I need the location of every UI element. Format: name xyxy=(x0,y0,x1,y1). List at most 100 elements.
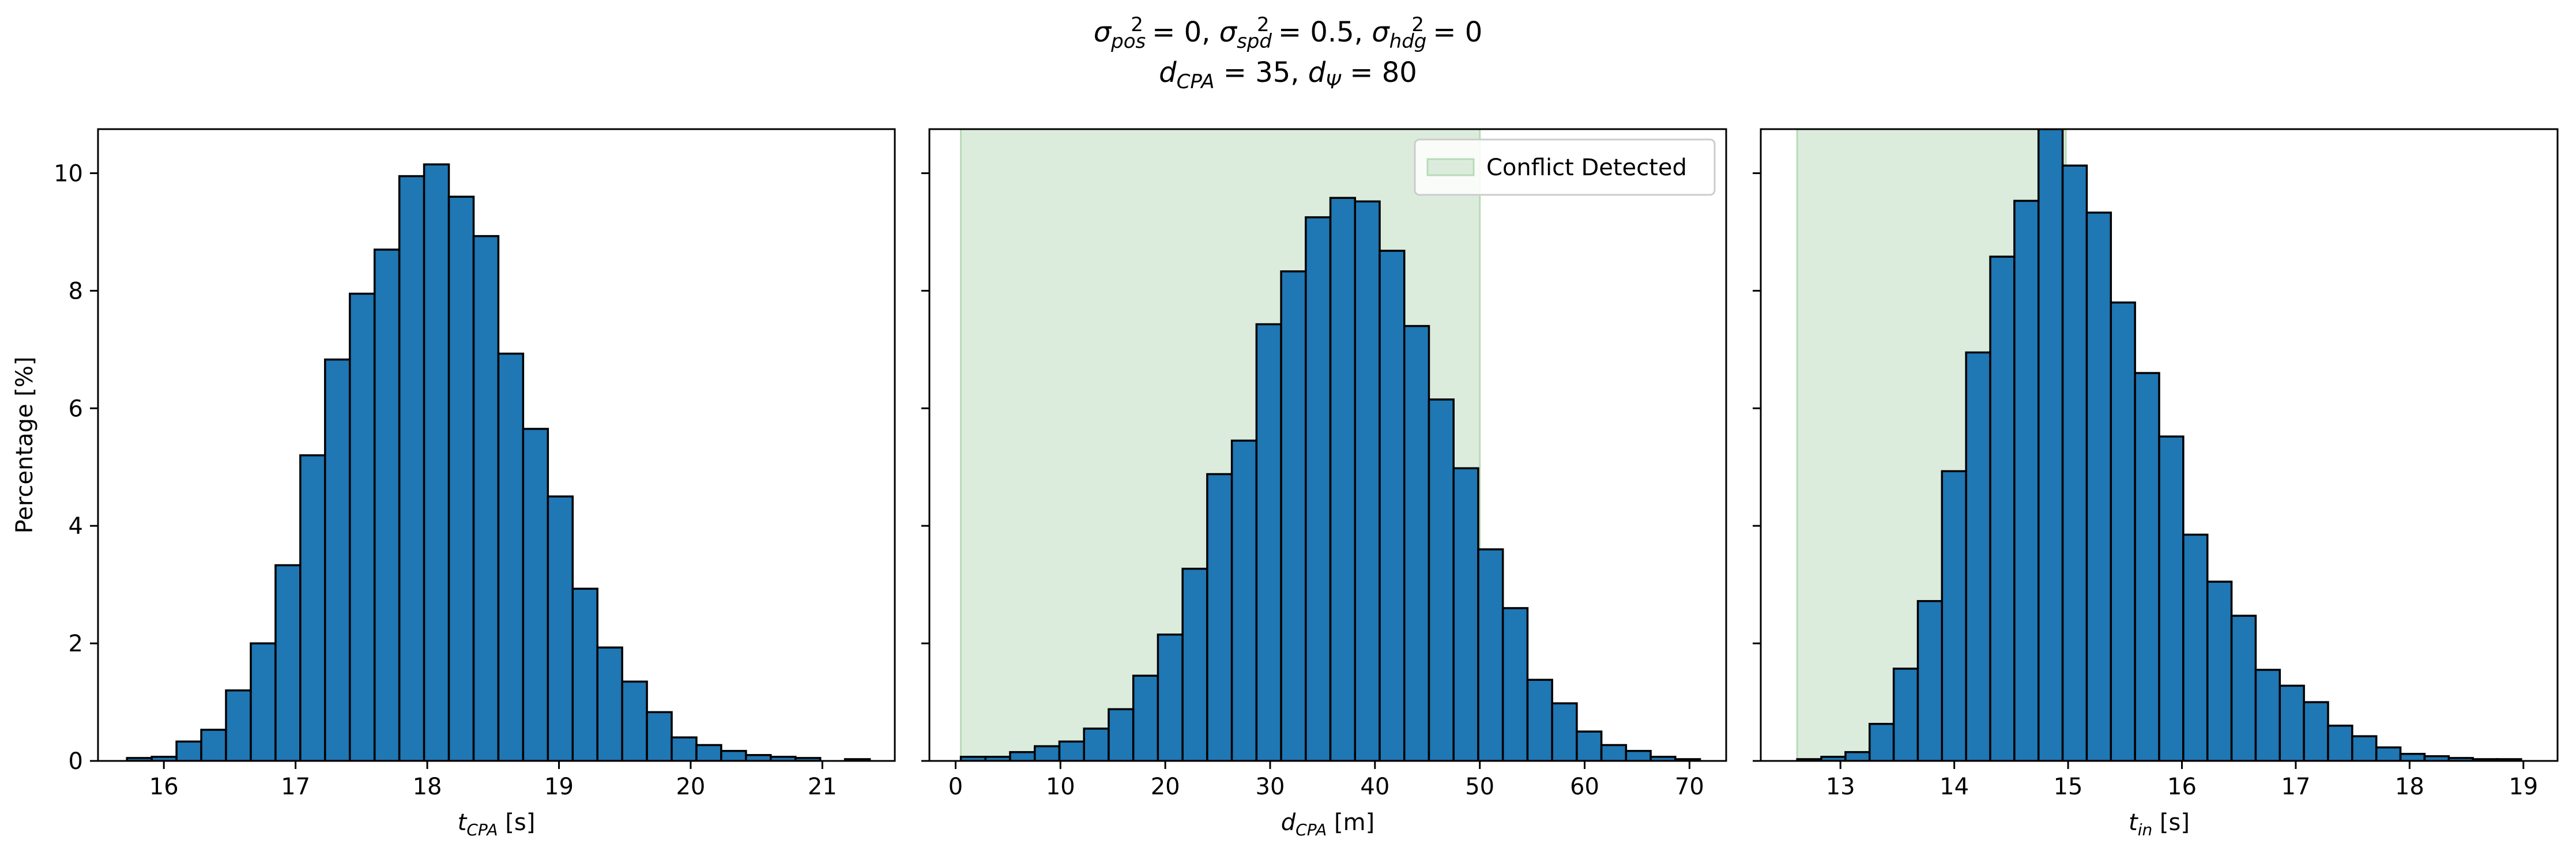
y-tick-label: 4 xyxy=(69,513,83,540)
histogram-bar xyxy=(2013,199,2040,761)
histogram-bar xyxy=(1181,567,1208,761)
histogram-bar xyxy=(1206,473,1233,761)
histogram-bar xyxy=(1058,740,1085,761)
histogram-bar xyxy=(373,248,401,761)
y-tick-label: 2 xyxy=(69,631,83,657)
x-tick-label: 18 xyxy=(2395,774,2424,800)
histogram-bar xyxy=(671,736,698,761)
histogram-bar xyxy=(1305,216,1332,761)
histogram-bar xyxy=(225,689,252,761)
x-axis-label: tin [s] xyxy=(2129,809,2190,839)
x-tick-label: 20 xyxy=(1151,774,1180,800)
legend-swatch xyxy=(1426,158,1475,176)
plot-area xyxy=(1796,129,2522,761)
histogram-bar xyxy=(1157,634,1184,761)
histogram-bar xyxy=(1083,727,1110,761)
y-axis-label: Percentage [%] xyxy=(12,357,38,534)
x-tick-label: 10 xyxy=(1046,774,1075,800)
histogram-bar xyxy=(1965,351,1991,761)
x-tick-label: 15 xyxy=(2054,774,2083,800)
histogram-bar xyxy=(2134,372,2160,761)
histogram-bar xyxy=(1255,323,1282,761)
histogram-bar xyxy=(1009,751,1036,761)
histogram-bar xyxy=(1428,398,1455,761)
x-tick-label: 60 xyxy=(1570,774,1599,800)
histogram-bar xyxy=(250,642,277,761)
histogram-bar xyxy=(1576,730,1603,761)
x-tick-label: 0 xyxy=(948,774,963,800)
histogram-bar xyxy=(2037,129,2064,761)
histogram-bar xyxy=(1354,200,1381,761)
x-tick-label: 19 xyxy=(544,774,574,800)
histogram-bar xyxy=(2254,669,2281,761)
x-tick-label: 14 xyxy=(1939,774,1969,800)
histogram-bar xyxy=(621,680,648,761)
histogram-bar xyxy=(2279,684,2305,761)
histogram-bar xyxy=(2375,746,2402,761)
x-tick-label: 13 xyxy=(1826,774,1855,800)
histogram-bar xyxy=(175,740,202,761)
histogram-bar xyxy=(571,587,598,761)
axes-frame xyxy=(928,128,1727,762)
x-tick-label: 50 xyxy=(1465,774,1494,800)
plot-area xyxy=(959,129,1701,761)
histogram-bar xyxy=(2230,615,2257,761)
histogram-bar xyxy=(1526,678,1553,761)
histogram-bar xyxy=(1941,470,1967,761)
histogram-bar xyxy=(596,646,623,761)
histogram-bar xyxy=(2110,301,2136,761)
histogram-bar xyxy=(1477,548,1504,761)
histogram-bar xyxy=(1501,607,1529,761)
histogram-bar xyxy=(843,758,871,761)
histogram-bar xyxy=(720,749,747,761)
histogram-bar xyxy=(2496,758,2522,761)
histogram-bar xyxy=(1989,255,2016,761)
histogram-bar xyxy=(1844,751,1871,761)
histogram-bar xyxy=(695,744,722,761)
x-axis-label: dCPA [m] xyxy=(1281,809,1374,839)
histogram-bar xyxy=(1600,744,1628,761)
histogram-bar xyxy=(1379,250,1406,761)
histogram-bar xyxy=(1403,325,1430,761)
histogram-bar xyxy=(200,729,227,761)
histogram-bar xyxy=(447,195,475,761)
histogram-bar xyxy=(1034,745,1061,761)
histogram-bar xyxy=(1868,723,1895,761)
histogram-bar xyxy=(2182,533,2209,761)
histogram-bar xyxy=(522,428,549,761)
histogram-bar xyxy=(1551,702,1578,761)
histogram-bar xyxy=(745,754,772,761)
x-tick-label: 20 xyxy=(676,774,705,800)
figure-title-line1: σpos2 = 0, σspd2 = 0.5, σhdg2 = 0 xyxy=(1094,13,1483,53)
histogram-bar xyxy=(324,358,351,761)
histogram-bar xyxy=(646,711,673,761)
x-tick-label: 16 xyxy=(2167,774,2197,800)
plot-area xyxy=(126,163,871,761)
axes-frame xyxy=(97,128,896,762)
histogram-bar xyxy=(349,292,376,761)
histogram-bar xyxy=(2061,164,2088,761)
figure-title-line2: dCPA = 35, dΨ = 80 xyxy=(1159,56,1417,93)
histogram-bar xyxy=(2327,725,2353,761)
histogram-bar xyxy=(472,235,500,761)
histogram-bar xyxy=(423,163,450,761)
x-tick-label: 17 xyxy=(281,774,310,800)
histogram-bar xyxy=(1132,674,1159,761)
histogram-bar xyxy=(1280,270,1307,761)
x-axis-label: tCPA [s] xyxy=(458,809,536,839)
legend-box xyxy=(1414,138,1716,196)
x-tick-label: 40 xyxy=(1360,774,1389,800)
histogram-bar xyxy=(1625,749,1652,761)
histogram-bar xyxy=(2206,580,2233,761)
y-tick-label: 0 xyxy=(69,748,83,775)
legend: Conflict Detected xyxy=(1414,138,1716,196)
histogram-bar xyxy=(1892,668,1919,761)
y-tick-label: 10 xyxy=(54,160,83,187)
legend-label: Conflict Detected xyxy=(1486,154,1687,181)
histogram-bar xyxy=(497,352,525,761)
histogram-bar xyxy=(299,454,326,761)
histogram-bar xyxy=(2351,735,2378,761)
histogram-bar xyxy=(1108,708,1135,761)
histogram-bar xyxy=(547,495,574,761)
